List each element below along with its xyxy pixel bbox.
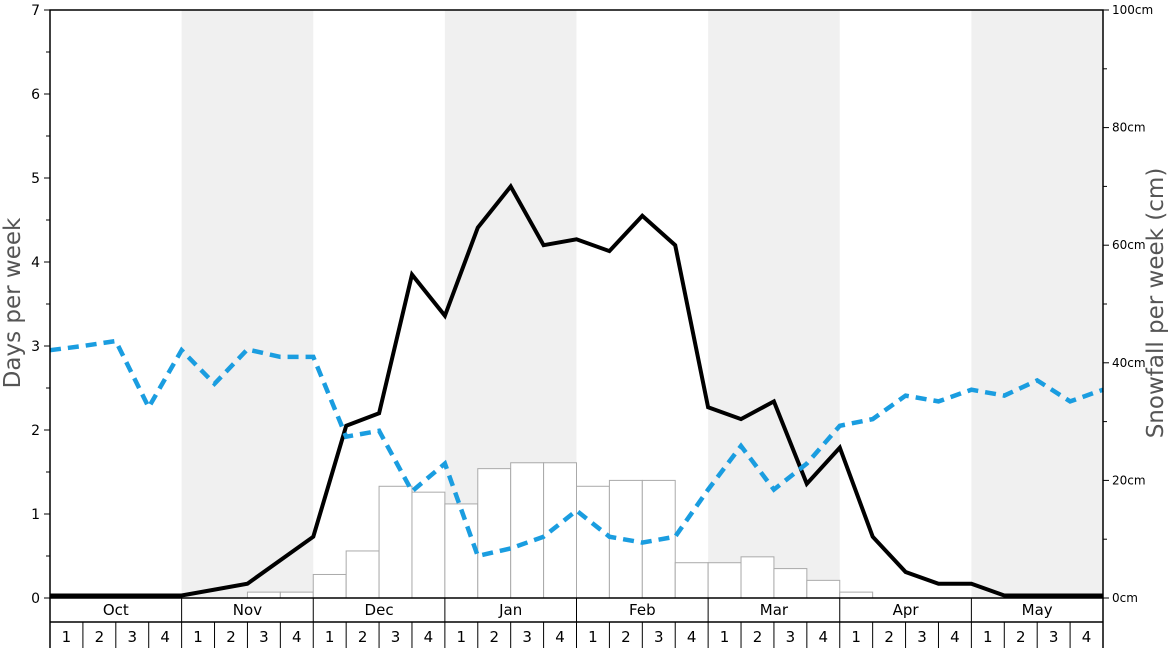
snowfall-bar — [345, 550, 380, 599]
snowfall-bar — [312, 573, 347, 599]
right-axis: 0cm 20cm 40cm 60cm 80cm 100cm — [1103, 3, 1153, 605]
left-tick-label: 5 — [31, 171, 40, 187]
week-label: 4 — [555, 628, 565, 646]
week-label: 4 — [687, 628, 697, 646]
week-label: 4 — [424, 628, 434, 646]
week-label: 4 — [819, 628, 829, 646]
week-label: 3 — [1049, 628, 1059, 646]
right-tick-label: 80cm — [1112, 121, 1146, 135]
week-label: 1 — [983, 628, 993, 646]
left-axis: 0 1 2 3 4 5 6 7 — [31, 3, 50, 607]
month-band-mar — [708, 10, 840, 598]
week-label: 2 — [621, 628, 631, 646]
snowfall-bar — [773, 568, 808, 599]
week-label: 3 — [127, 628, 137, 646]
right-tick-label: 40cm — [1112, 356, 1146, 370]
week-label: 4 — [160, 628, 170, 646]
snowfall-bar — [543, 462, 577, 599]
month-band-nov — [181, 10, 314, 598]
snowfall-bar — [279, 591, 314, 599]
week-label: 2 — [1016, 628, 1026, 646]
month-label-jan: Jan — [498, 601, 522, 619]
week-label: 4 — [950, 628, 960, 646]
month-band-may — [971, 10, 1103, 598]
y-axis-right-title: Snowfall per week (cm) — [1143, 168, 1168, 439]
left-tick-label: 2 — [31, 423, 40, 439]
week-label: 2 — [358, 628, 368, 646]
left-tick-label: 0 — [31, 591, 40, 607]
month-label-oct: Oct — [103, 601, 129, 619]
month-label-may: May — [1022, 601, 1053, 619]
week-label: 2 — [884, 628, 894, 646]
snowfall-bar — [477, 468, 512, 599]
week-label: 3 — [259, 628, 269, 646]
week-label: 1 — [62, 628, 72, 646]
week-label: 3 — [391, 628, 401, 646]
month-label-apr: Apr — [893, 601, 920, 619]
right-tick-label: 100cm — [1112, 3, 1153, 17]
week-label: 2 — [489, 628, 499, 646]
week-label: 1 — [851, 628, 861, 646]
week-label: 3 — [917, 628, 927, 646]
month-label-dec: Dec — [365, 601, 394, 619]
right-tick-label: 60cm — [1112, 238, 1146, 252]
week-label: 1 — [457, 628, 467, 646]
week-label: 2 — [753, 628, 763, 646]
snowfall-bar — [674, 562, 709, 599]
snowfall-bar — [444, 503, 479, 599]
snowfall-bar — [707, 562, 742, 599]
left-tick-label: 7 — [31, 3, 40, 19]
series-lines — [49, 182, 1104, 598]
snowfall-bar — [411, 491, 446, 599]
snowfall-bar — [246, 591, 281, 599]
x-axis: Oct 1 2 3 4 Nov 1 2 3 4 Dec 1 2 3 4 Jan 1 2 3 4 Feb 1 2 3 4 Mar 1 2… — [49, 598, 1104, 648]
week-label: 1 — [588, 628, 598, 646]
snowfall-bar — [576, 485, 610, 599]
month-label-mar: Mar — [760, 601, 789, 619]
left-tick-label: 3 — [31, 339, 40, 355]
month-label-feb: Feb — [629, 601, 656, 619]
week-label: 1 — [193, 628, 203, 646]
left-tick-label: 6 — [31, 87, 40, 103]
snowfall-bar — [740, 556, 775, 599]
week-label: 3 — [786, 628, 796, 646]
month-bands — [181, 10, 1103, 598]
left-tick-label: 1 — [31, 507, 40, 523]
week-label: 3 — [654, 628, 664, 646]
solid-series-line — [50, 182, 1103, 598]
right-tick-label: 20cm — [1112, 473, 1146, 487]
week-label: 1 — [720, 628, 730, 646]
snowfall-bar — [510, 462, 545, 599]
week-label: 4 — [1082, 628, 1092, 646]
snowfall-bar — [839, 591, 874, 599]
week-label: 2 — [95, 628, 105, 646]
snowfall-bar — [378, 485, 413, 599]
week-label: 2 — [226, 628, 236, 646]
week-label: 4 — [292, 628, 302, 646]
y-axis-left-title: Days per week — [0, 217, 26, 388]
snowfall-bar — [806, 579, 841, 599]
week-label: 3 — [522, 628, 532, 646]
right-tick-label: 0cm — [1112, 591, 1138, 605]
left-tick-label: 4 — [31, 255, 40, 271]
month-label-nov: Nov — [233, 601, 262, 619]
week-label: 1 — [325, 628, 335, 646]
